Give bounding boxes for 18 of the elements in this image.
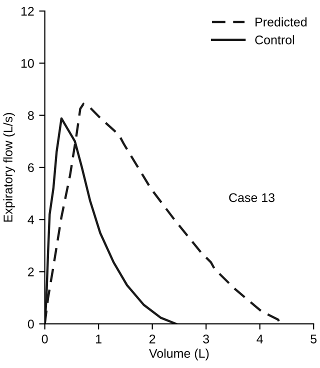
- y-tick-label: 2: [28, 268, 34, 276]
- x-tick-label: 1: [96, 334, 102, 344]
- x-tick-label: 4: [256, 334, 263, 344]
- x-tick-label: 3: [203, 334, 210, 344]
- y-tick-label: 10: [21, 58, 34, 68]
- y-tick-label: 12: [21, 6, 34, 16]
- y-tick-label: 6: [28, 163, 34, 172]
- x-tick-label: 5: [310, 334, 317, 344]
- y-tick-label: 4: [28, 216, 34, 224]
- x-axis-title: Volume (L): [149, 348, 209, 360]
- legend-label: Predicted: [256, 17, 307, 26]
- y-tick-label: 0: [28, 320, 34, 328]
- y-tick-label: 8: [28, 111, 34, 120]
- y-axis-title: Expiratory flow (L/s): [3, 112, 15, 222]
- x-tick-label: 2: [149, 334, 156, 344]
- annotation: Case 13: [229, 193, 275, 202]
- legend-label: Control: [255, 35, 294, 44]
- x-tick-label: 0: [42, 334, 48, 344]
